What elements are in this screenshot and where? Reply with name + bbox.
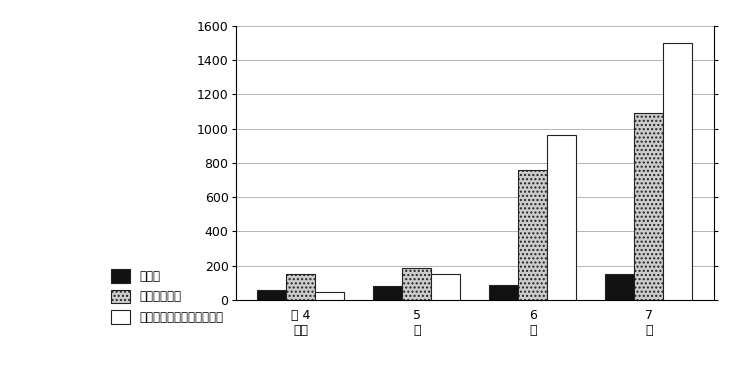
Bar: [403, 268, 431, 300]
Bar: [663, 43, 692, 300]
Bar: [315, 292, 344, 300]
Bar: [634, 113, 663, 300]
Bar: [373, 286, 403, 300]
Bar: [489, 285, 518, 300]
Bar: [286, 274, 315, 300]
Bar: [547, 135, 576, 300]
Bar: [518, 170, 547, 300]
Bar: [605, 274, 634, 300]
Bar: [258, 290, 286, 300]
Bar: [431, 274, 460, 300]
Legend: 会員数, 延べ利用者数, 延べ移送サービス利用回数: 会員数, 延べ利用者数, 延べ移送サービス利用回数: [107, 266, 227, 327]
